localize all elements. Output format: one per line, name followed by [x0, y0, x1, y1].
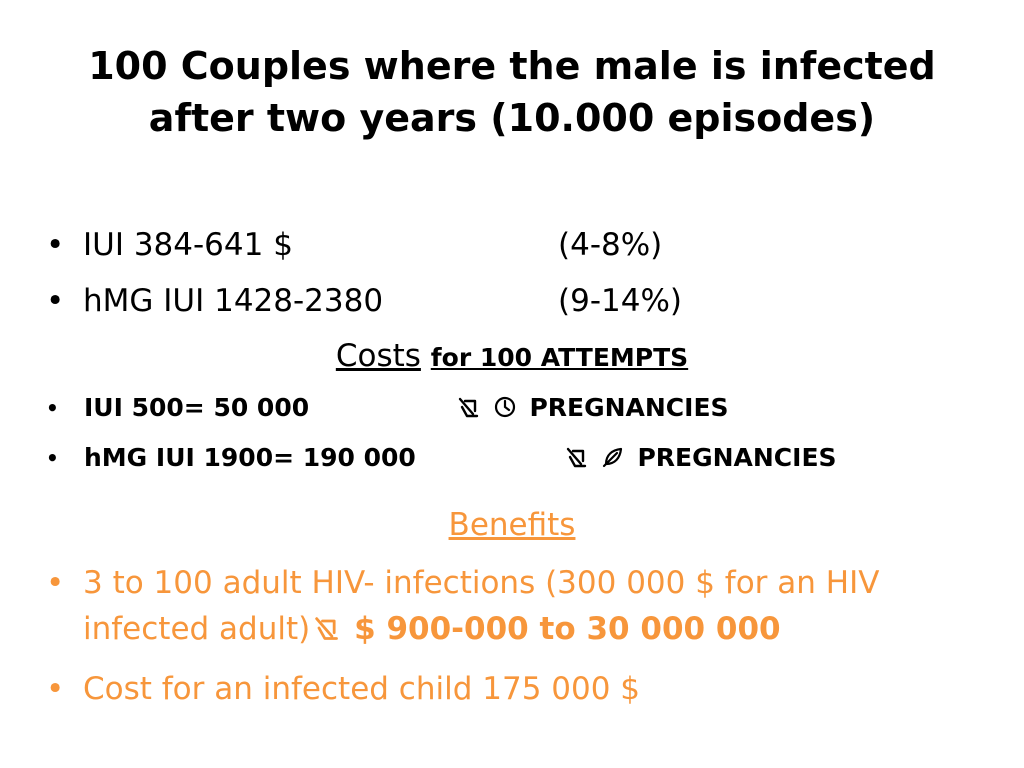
arrow-icon	[312, 614, 340, 642]
costs-heading: Costs for 100 ATTEMPTS	[0, 338, 1024, 374]
list-item: • Cost for an infected child 175 000 $	[46, 666, 996, 712]
benefits-heading: Benefits	[448, 507, 576, 543]
bullet: •	[46, 396, 59, 420]
slide-title: 100 Couples where the male is infected a…	[0, 40, 1024, 144]
list-item: • hMG IUI 1900= 190 000 PREGNANCIES	[46, 442, 1006, 474]
list-item: • 3 to 100 adult HIV- infections (300 00…	[46, 560, 996, 652]
bullet: •	[46, 283, 65, 319]
list-item: • IUI 500= 50 000 PREGNANCIES	[46, 392, 1006, 424]
costs-heading-rest: for 100 ATTEMPTS	[430, 343, 689, 372]
bullet: •	[46, 565, 65, 601]
bullet: •	[46, 446, 59, 470]
benefit-amount: $ 900-000 to 30 000 000	[354, 611, 781, 647]
benefit-text: Cost for an infected child 175 000 $	[83, 671, 641, 707]
arrow-icon	[456, 395, 480, 419]
title-line-2: after two years (10.000 episodes)	[148, 96, 876, 140]
cost-label: IUI 500= 50 000	[84, 393, 310, 422]
cost-result: PREGNANCIES	[456, 392, 729, 424]
benefit-text: 3 to 100 adult HIV- infections (300 000 …	[83, 565, 880, 647]
list-item: • hMG IUI 1428-2380 (9-14%)	[46, 281, 1006, 321]
title-line-1: 100 Couples where the male is infected	[88, 44, 936, 88]
list-item: • IUI 384-641 $ (4-8%)	[46, 225, 1006, 265]
cost-result-label: PREGNANCIES	[637, 443, 837, 472]
leaf-icon	[601, 445, 625, 469]
bullet: •	[46, 671, 65, 707]
cost-result-label: PREGNANCIES	[529, 393, 729, 422]
arrow-icon	[564, 445, 588, 469]
intro-label: IUI 384-641 $	[83, 227, 293, 263]
cost-label: hMG IUI 1900= 190 000	[84, 443, 416, 472]
clock-icon	[493, 395, 517, 419]
intro-value: (4-8%)	[558, 227, 663, 263]
cost-result: PREGNANCIES	[564, 442, 837, 474]
intro-value: (9-14%)	[558, 283, 682, 319]
costs-heading-word: Costs	[335, 338, 421, 374]
bullet: •	[46, 227, 65, 263]
intro-label: hMG IUI 1428-2380	[83, 283, 384, 319]
